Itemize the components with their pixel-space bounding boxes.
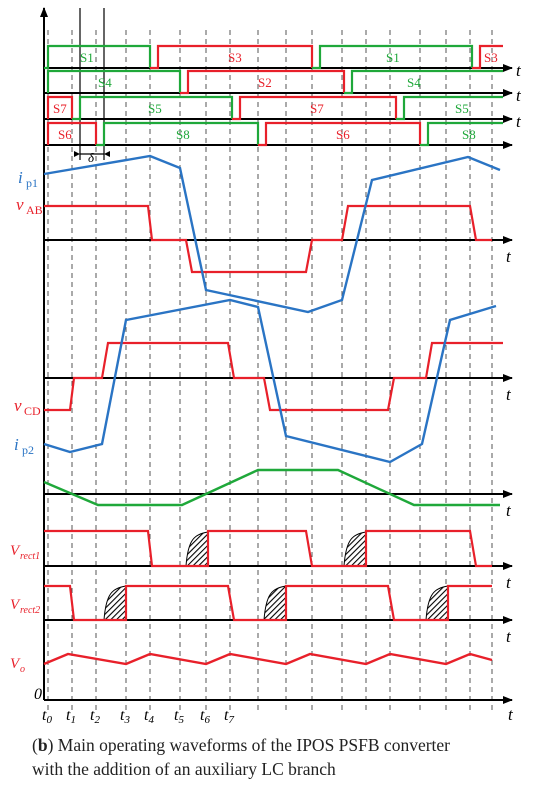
ip1-label: i p1: [18, 168, 38, 190]
time-axis-label: t: [508, 705, 514, 724]
vo-waveform: [43, 652, 493, 666]
switch-label-s6-a: S6: [58, 127, 72, 142]
vab-waveform: t: [44, 204, 513, 274]
switch-label-s1-a: S1: [80, 50, 94, 65]
svg-text:V: V: [10, 597, 21, 613]
time-axis-label: t: [506, 385, 512, 404]
svg-text:v: v: [14, 396, 22, 415]
caption-line-1: (b) Main operating waveforms of the IPOS…: [32, 733, 544, 757]
switch-label-s1-b: S1: [386, 50, 400, 65]
switch-label-s5-b: S5: [455, 101, 469, 116]
switch-label-s4-b: S4: [407, 75, 421, 90]
figure-caption: (b) Main operating waveforms of the IPOS…: [32, 733, 544, 781]
svg-text:v: v: [16, 195, 24, 214]
vcd-waveform: t: [44, 341, 513, 412]
svg-text:p1: p1: [26, 176, 38, 190]
vo-label: V o: [10, 656, 25, 675]
aux-lc-waveform: t: [43, 468, 513, 520]
vcd-label: v CD: [14, 396, 41, 418]
switch-label-s5-a: S5: [148, 101, 162, 116]
switch-label-s7-b: S7: [310, 101, 324, 116]
svg-text:rect2: rect2: [20, 605, 40, 616]
svg-text:V: V: [10, 543, 21, 559]
tick-label-t0: t0: [42, 707, 52, 726]
caption-letter: b: [37, 735, 48, 755]
svg-text:AB: AB: [26, 203, 43, 217]
time-axis-label: t: [506, 501, 512, 520]
delta-label: δ: [88, 150, 95, 165]
tick-label-t1: t1: [66, 707, 76, 726]
tick-label-t6: t6: [200, 707, 210, 726]
time-tick-labels: t0 t1 t2 t3 t4 t5 t6 t7: [42, 707, 234, 726]
delta-marker: δ: [74, 150, 110, 165]
switch-row-2: S4 S2 S4 t: [44, 69, 522, 105]
switch-label-s4-a: S4: [98, 75, 112, 90]
ip2-label: i p2: [14, 435, 34, 457]
switch-label-s7-a: S7: [53, 101, 67, 116]
time-axis-label: t: [506, 573, 512, 592]
switch-label-s6-b: S6: [336, 127, 350, 142]
origin-label: 0: [34, 686, 42, 703]
time-axis-label: t: [506, 247, 512, 266]
switch-label-s8-a: S8: [176, 127, 190, 142]
svg-text:i: i: [14, 435, 19, 454]
caption-line-2: with the addition of an auxiliary LC bra…: [32, 759, 336, 779]
switch-label-s8-b: S8: [462, 127, 476, 142]
time-axis-label: t: [506, 627, 512, 646]
tick-label-t4: t4: [144, 707, 154, 726]
ip1-waveform: [43, 154, 501, 314]
vrect1-label: V rect1: [10, 543, 40, 562]
switch-label-s3-a: S3: [228, 50, 242, 65]
svg-text:rect1: rect1: [20, 551, 40, 562]
time-axis-label: t: [516, 61, 522, 80]
waveform-diagram: S1 S3 S1 S3 t S4 S2 S4 t S7 S5 S7 S5 t S…: [10, 7, 522, 726]
svg-text:i: i: [18, 168, 23, 187]
switch-row-4: S6 S8 S6 S8: [44, 121, 513, 149]
time-axis-label: t: [516, 86, 522, 105]
svg-text:V: V: [10, 656, 21, 672]
time-axis-label: t: [516, 112, 522, 131]
caption-prefix: (: [32, 735, 38, 755]
switch-row-1: S1 S3 S1 S3 t: [44, 44, 522, 80]
switch-label-s3-b: S3: [484, 50, 498, 65]
tick-label-t7: t7: [224, 707, 234, 726]
caption-line-1-text: ) Main operating waveforms of the IPOS P…: [47, 735, 450, 755]
switch-label-s2: S2: [258, 75, 272, 90]
vrect2-label: V rect2: [10, 597, 40, 616]
tick-label-t5: t5: [174, 707, 184, 726]
svg-text:o: o: [20, 664, 25, 675]
ip2-waveform: [43, 298, 497, 464]
tick-label-t2: t2: [90, 707, 100, 726]
vrect2-waveform: t: [44, 584, 513, 646]
tick-label-t3: t3: [120, 707, 130, 726]
svg-text:p2: p2: [22, 443, 34, 457]
switch-row-3: S7 S5 S7 S5 t: [44, 95, 522, 131]
vrect1-waveform: t: [44, 529, 513, 592]
vab-label: v AB: [16, 195, 43, 217]
svg-text:CD: CD: [24, 404, 41, 418]
